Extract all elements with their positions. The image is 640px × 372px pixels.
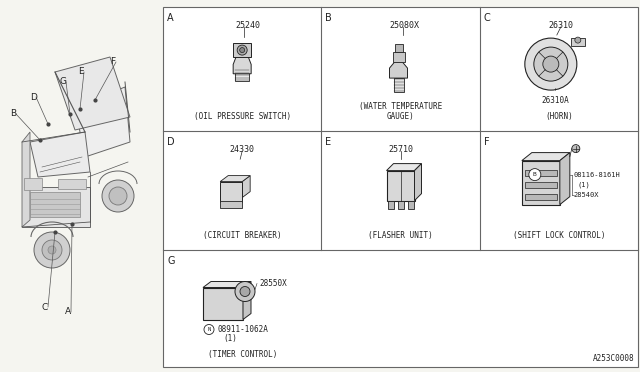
Text: N: N (207, 327, 211, 332)
Circle shape (204, 324, 214, 334)
Bar (233, 43, 251, 57)
Text: B: B (533, 172, 537, 177)
Circle shape (102, 180, 134, 212)
Polygon shape (560, 153, 570, 205)
Polygon shape (55, 57, 130, 130)
Polygon shape (220, 176, 250, 182)
Bar (235, 69, 249, 81)
Text: (1): (1) (223, 334, 237, 343)
Polygon shape (242, 176, 250, 198)
Circle shape (572, 145, 580, 153)
Text: C: C (484, 13, 490, 23)
Circle shape (42, 240, 62, 260)
Text: (TIMER CONTROL): (TIMER CONTROL) (208, 350, 278, 359)
Bar (58, 179, 86, 189)
Text: 08911-1062A: 08911-1062A (217, 325, 268, 334)
Bar (220, 201, 242, 208)
Bar (525, 193, 557, 200)
Polygon shape (390, 62, 408, 78)
Text: A253C0008: A253C0008 (593, 354, 634, 363)
Circle shape (534, 47, 568, 81)
Text: (CIRCUIT BREAKER): (CIRCUIT BREAKER) (203, 231, 282, 240)
Text: (FLASHER UNIT): (FLASHER UNIT) (368, 231, 433, 240)
Bar (387, 171, 415, 201)
Text: B: B (325, 13, 332, 23)
Text: 28550X: 28550X (259, 279, 287, 288)
Bar (394, 44, 403, 52)
Circle shape (575, 37, 581, 43)
Text: G: G (167, 256, 175, 266)
Text: 08116-8161H: 08116-8161H (574, 171, 621, 177)
Text: E: E (325, 137, 332, 147)
Text: A: A (65, 308, 71, 317)
Text: D: D (30, 93, 37, 102)
Bar (163, 7, 638, 367)
Bar (525, 182, 557, 187)
Bar (203, 288, 243, 320)
Circle shape (48, 246, 56, 254)
Polygon shape (415, 164, 422, 201)
Bar (408, 201, 413, 209)
Text: F: F (484, 137, 490, 147)
Polygon shape (203, 282, 251, 288)
Text: (WATER TEMPERATURE
GAUGE): (WATER TEMPERATURE GAUGE) (359, 102, 442, 121)
Text: E: E (78, 67, 84, 77)
Circle shape (237, 45, 247, 55)
Bar (394, 78, 403, 92)
Text: (SHIFT LOCK CONTROL): (SHIFT LOCK CONTROL) (513, 231, 605, 240)
Text: (1): (1) (578, 181, 591, 188)
Polygon shape (387, 164, 422, 171)
Text: 24330: 24330 (230, 145, 255, 154)
Text: 28540X: 28540X (574, 192, 599, 198)
Bar (22, 187, 90, 227)
Circle shape (525, 38, 577, 90)
Polygon shape (243, 282, 251, 320)
Circle shape (109, 187, 127, 205)
Bar (392, 52, 404, 62)
Circle shape (235, 282, 255, 301)
Bar (387, 201, 394, 209)
Polygon shape (522, 153, 570, 161)
Text: B: B (10, 109, 16, 119)
Polygon shape (233, 55, 251, 74)
Bar (220, 182, 242, 202)
Text: (HORN): (HORN) (545, 112, 573, 121)
Circle shape (543, 56, 559, 72)
Text: C: C (42, 302, 48, 311)
Bar (24, 178, 42, 190)
Text: (OIL PRESSURE SWITCH): (OIL PRESSURE SWITCH) (194, 112, 291, 121)
Text: 25080X: 25080X (390, 21, 419, 30)
Text: F: F (110, 58, 115, 67)
Polygon shape (30, 132, 90, 177)
Circle shape (240, 286, 250, 296)
Bar (397, 201, 403, 209)
Text: 26310: 26310 (548, 21, 573, 30)
Circle shape (529, 169, 541, 180)
Text: 26310A: 26310A (541, 96, 569, 105)
Text: 25240: 25240 (236, 21, 260, 30)
Bar (522, 161, 560, 205)
Bar (571, 38, 585, 46)
Text: 25710: 25710 (388, 145, 413, 154)
Circle shape (239, 48, 244, 52)
Text: D: D (167, 137, 175, 147)
Polygon shape (75, 87, 130, 157)
Polygon shape (22, 132, 30, 227)
Bar (30, 192, 80, 217)
Text: A: A (167, 13, 173, 23)
Text: G: G (60, 77, 67, 87)
Circle shape (34, 232, 70, 268)
Bar (525, 170, 557, 176)
